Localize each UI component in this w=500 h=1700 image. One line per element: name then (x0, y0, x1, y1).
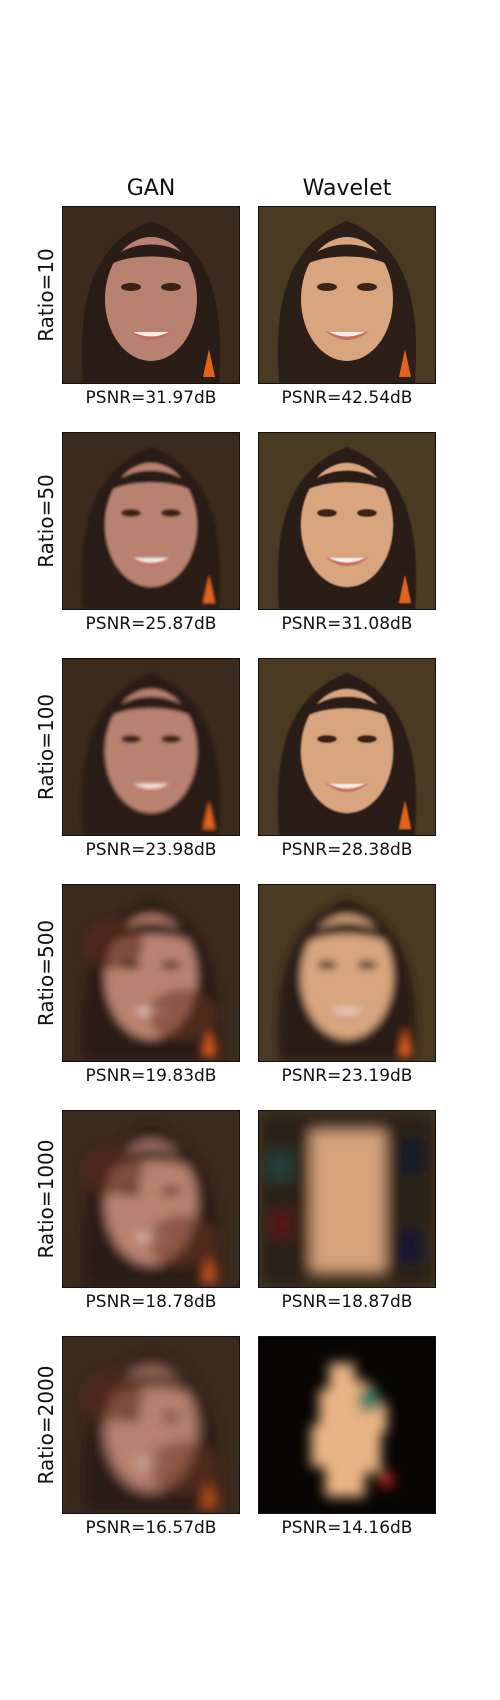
column-header-gan: GAN (126, 176, 176, 201)
gan-psnr-label: PSNR=23.98dB (85, 840, 217, 860)
gan-reconstruction-image (62, 206, 240, 384)
gan-reconstruction-image (62, 658, 240, 836)
wavelet-reconstruction-image (258, 206, 436, 384)
gan-psnr-label: PSNR=16.57dB (85, 1518, 217, 1538)
column-header-wavelet: Wavelet (302, 176, 392, 201)
gan-reconstruction-image (62, 884, 240, 1062)
gan-reconstruction-image (62, 1110, 240, 1288)
row-label: Ratio=10 (34, 248, 58, 342)
gan-reconstruction-image (62, 432, 240, 610)
gan-psnr-label: PSNR=25.87dB (85, 614, 217, 634)
wavelet-psnr-label: PSNR=14.16dB (281, 1518, 413, 1538)
gan-psnr-label: PSNR=31.97dB (85, 388, 217, 408)
wavelet-reconstruction-image (258, 658, 436, 836)
gan-psnr-label: PSNR=19.83dB (85, 1066, 217, 1086)
wavelet-reconstruction-image (258, 432, 436, 610)
wavelet-psnr-label: PSNR=28.38dB (281, 840, 413, 860)
wavelet-psnr-label: PSNR=23.19dB (281, 1066, 413, 1086)
wavelet-reconstruction-image (258, 884, 436, 1062)
gan-reconstruction-image (62, 1336, 240, 1514)
wavelet-psnr-label: PSNR=18.87dB (281, 1292, 413, 1312)
wavelet-psnr-label: PSNR=31.08dB (281, 614, 413, 634)
row-label: Ratio=2000 (34, 1365, 58, 1485)
gan-psnr-label: PSNR=18.78dB (85, 1292, 217, 1312)
wavelet-psnr-label: PSNR=42.54dB (281, 388, 413, 408)
wavelet-reconstruction-image (258, 1110, 436, 1288)
row-label: Ratio=100 (34, 693, 58, 801)
row-label: Ratio=50 (34, 474, 58, 568)
wavelet-reconstruction-image (258, 1336, 436, 1514)
row-label: Ratio=1000 (34, 1139, 58, 1259)
row-label: Ratio=500 (34, 919, 58, 1027)
